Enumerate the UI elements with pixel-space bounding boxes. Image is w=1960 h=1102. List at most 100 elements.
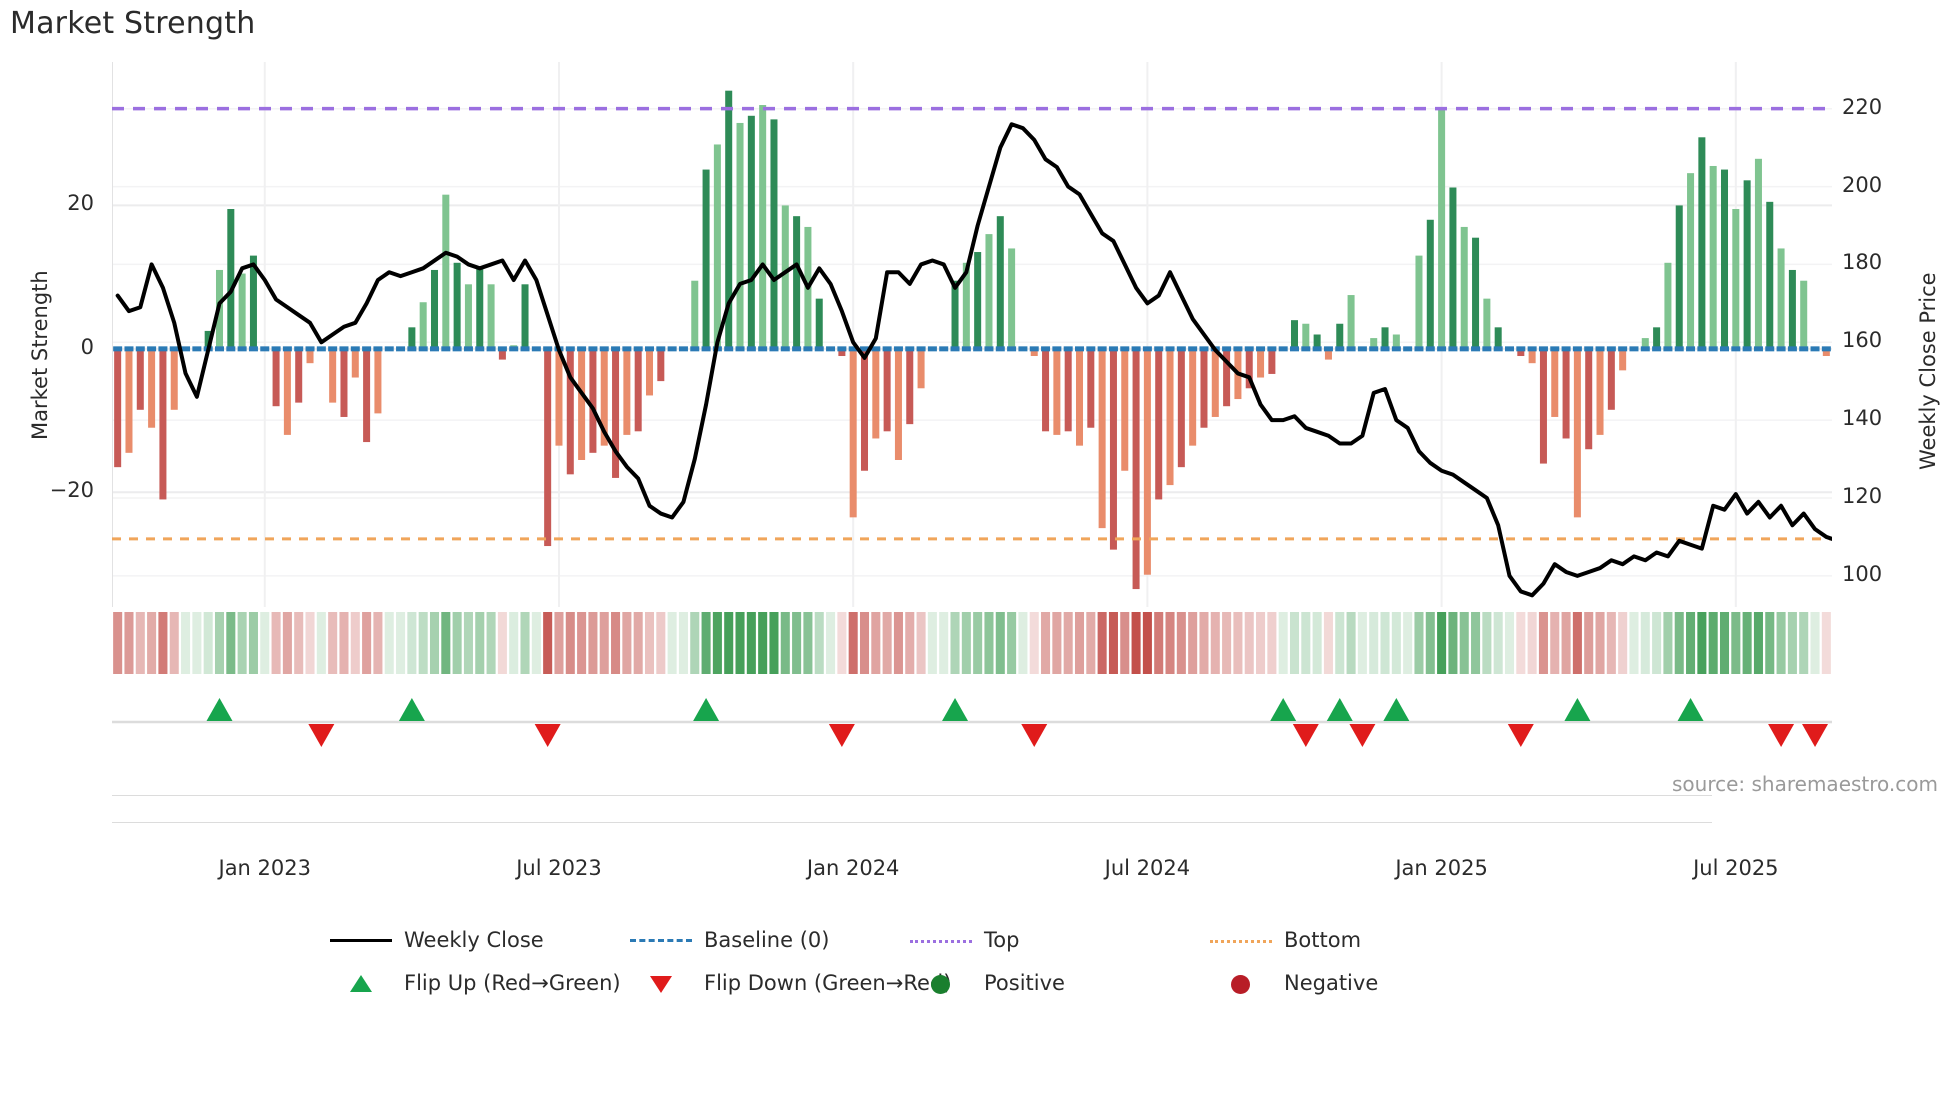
- heat-cell: [1289, 612, 1300, 674]
- flip-down-marker[interactable]: [1021, 724, 1048, 747]
- flip-up-marker[interactable]: [942, 698, 969, 721]
- heat-cell: [1165, 612, 1175, 674]
- y-tick-right: 120: [1842, 484, 1883, 508]
- flip-down-marker[interactable]: [828, 724, 855, 747]
- strength-bar: [725, 90, 733, 349]
- heat-cell: [1154, 612, 1164, 674]
- heat-cell: [984, 612, 994, 674]
- strength-bar: [363, 348, 371, 443]
- heat-cell: [1369, 612, 1379, 674]
- strength-bar: [1064, 348, 1072, 432]
- heat-cell: [1199, 612, 1209, 674]
- flip-up-marker[interactable]: [1677, 698, 1704, 721]
- flip-down-marker[interactable]: [1768, 724, 1795, 747]
- strength-bar: [544, 348, 552, 547]
- flip-down-marker[interactable]: [1507, 724, 1534, 747]
- heat-cell: [1391, 612, 1401, 674]
- legend-label: Flip Up (Red→Green): [404, 970, 621, 995]
- flip-down-marker[interactable]: [1802, 724, 1829, 747]
- y-tick-right: 180: [1842, 250, 1883, 275]
- flip-up-marker[interactable]: [1564, 698, 1591, 721]
- strength-bar: [1754, 158, 1762, 349]
- strength-bar: [612, 348, 620, 478]
- strength-bar: [860, 348, 869, 471]
- strength-bar: [419, 302, 427, 349]
- strength-bar: [453, 262, 461, 349]
- strength-bar: [1732, 209, 1740, 349]
- heat-cell: [1007, 612, 1017, 674]
- heat-cell: [1742, 612, 1752, 674]
- strength-bar: [713, 144, 721, 349]
- flip-up-marker[interactable]: [693, 698, 720, 721]
- legend-item-positive[interactable]: Positive: [910, 961, 1065, 1004]
- heat-cell: [882, 612, 892, 674]
- heat-cell: [1652, 612, 1662, 674]
- legend-item-negative[interactable]: Negative: [1210, 961, 1378, 1004]
- strength-bar: [1075, 348, 1084, 446]
- heat-cell: [837, 612, 847, 674]
- strength-bar: [815, 298, 823, 349]
- flip-up-marker[interactable]: [206, 698, 233, 721]
- strength-bar: [295, 348, 303, 403]
- strength-bar: [283, 348, 291, 435]
- heat-cell: [1346, 612, 1356, 674]
- heat-cell: [486, 612, 496, 674]
- legend-label: Top: [984, 927, 1020, 952]
- strength-bar: [691, 280, 699, 349]
- strength-bar: [781, 205, 789, 349]
- strength-bar: [1720, 169, 1729, 349]
- legend-row-1: Weekly Close Baseline (0) Top Bottom: [330, 918, 1630, 961]
- heat-cell: [1380, 612, 1390, 674]
- strength-bar: [1415, 255, 1423, 349]
- heat-cell: [667, 612, 677, 674]
- flip-down-marker[interactable]: [308, 724, 335, 747]
- flip-down-marker[interactable]: [534, 724, 561, 747]
- heat-cell: [226, 612, 236, 674]
- legend-item-top[interactable]: Top: [910, 918, 1019, 961]
- flip-up-marker[interactable]: [398, 698, 425, 721]
- heat-cell: [1142, 612, 1152, 674]
- heat-cell: [531, 612, 541, 674]
- strength-bar: [170, 348, 178, 410]
- strength-bar: [1585, 348, 1593, 450]
- strength-bar: [1573, 348, 1581, 518]
- heat-cell: [1437, 612, 1447, 674]
- flip-up-marker[interactable]: [1270, 698, 1297, 721]
- strength-bar: [1211, 348, 1219, 417]
- strength-bar: [985, 234, 993, 349]
- strength-bar: [136, 348, 144, 410]
- heat-cell: [192, 612, 202, 674]
- strength-bar: [487, 284, 495, 349]
- heat-cell: [1448, 612, 1458, 674]
- legend-item-bottom[interactable]: Bottom: [1210, 918, 1361, 961]
- heat-cell: [384, 612, 394, 674]
- strength-bar: [1483, 298, 1491, 349]
- strength-bar: [1324, 348, 1332, 360]
- heat-cell: [147, 612, 157, 674]
- flip-down-marker[interactable]: [1292, 724, 1319, 747]
- strength-bar: [566, 348, 574, 475]
- strength-bar: [555, 348, 563, 446]
- heat-cell: [1414, 612, 1424, 674]
- flip-up-marker[interactable]: [1383, 698, 1410, 721]
- legend-item-flip-down[interactable]: Flip Down (Green→Red): [630, 961, 951, 1004]
- strength-bar: [1766, 201, 1774, 349]
- heat-cell: [712, 612, 722, 674]
- heat-cell: [1516, 612, 1526, 674]
- strength-bar: [1109, 348, 1117, 550]
- heat-cell: [1086, 612, 1096, 674]
- heat-cell: [543, 612, 553, 674]
- x-tick: Jan 2025: [1395, 856, 1488, 880]
- strength-bar: [159, 348, 167, 500]
- heat-cell: [463, 612, 473, 674]
- legend-item-weekly-close[interactable]: Weekly Close: [330, 918, 544, 961]
- legend-item-flip-up[interactable]: Flip Up (Red→Green): [330, 961, 621, 1004]
- bottom-rule: [112, 822, 1712, 823]
- flip-down-marker[interactable]: [1349, 724, 1376, 747]
- heat-cell: [1731, 612, 1741, 674]
- page-title: Market Strength: [10, 6, 256, 41]
- x-tick: Jan 2023: [218, 856, 312, 880]
- heat-cell: [1787, 612, 1797, 674]
- flip-up-marker[interactable]: [1326, 698, 1353, 721]
- legend-item-baseline[interactable]: Baseline (0): [630, 918, 829, 961]
